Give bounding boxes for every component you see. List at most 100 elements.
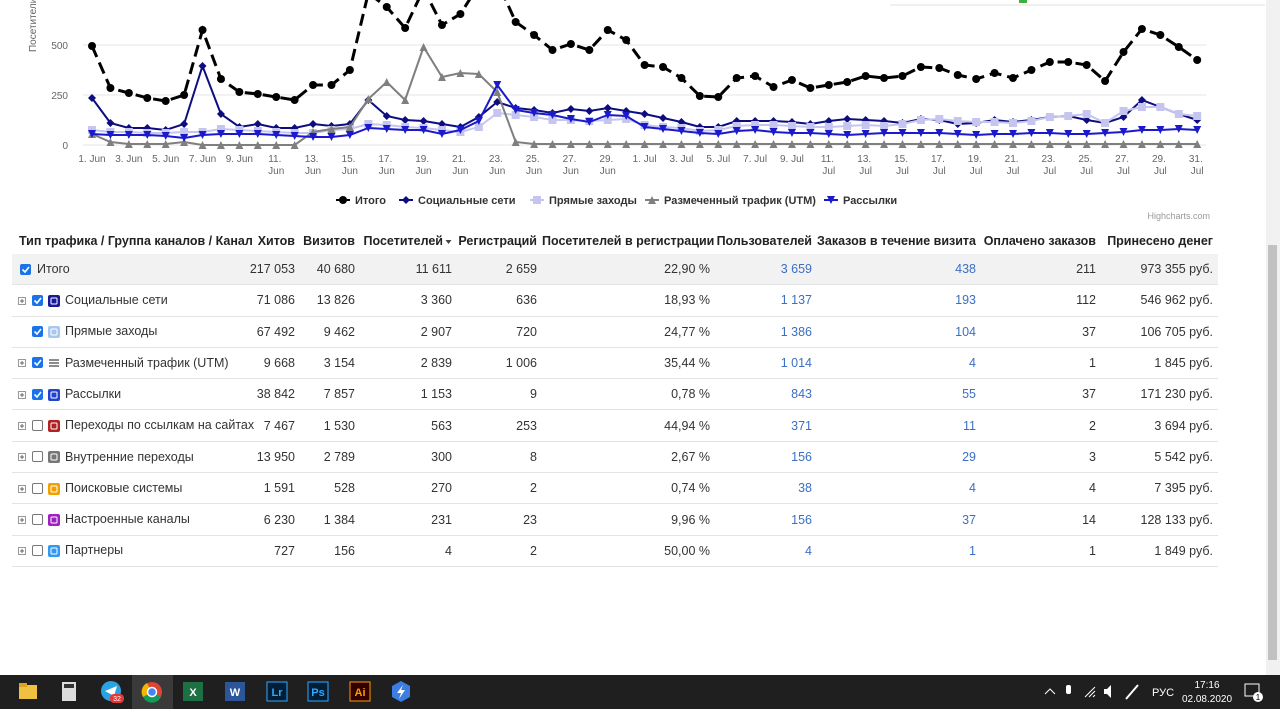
- marker: [419, 43, 428, 51]
- calculator-icon[interactable]: [62, 682, 76, 701]
- telegram-icon[interactable]: [101, 681, 124, 703]
- column-header[interactable]: Посетителей: [360, 228, 457, 254]
- column-header[interactable]: Тип трафика / Группа каналов / Канал: [12, 228, 253, 254]
- illustrator-icon[interactable]: [349, 681, 371, 702]
- column-header[interactable]: Посетителей в регистрации: [542, 228, 715, 254]
- excel-icon[interactable]: [183, 682, 203, 701]
- expand-toggle[interactable]: [18, 484, 26, 493]
- column-header[interactable]: Заказов в течение визита: [817, 228, 981, 254]
- cell-value[interactable]: 156: [791, 449, 812, 464]
- expand-toggle[interactable]: [18, 390, 26, 399]
- notification-icon[interactable]: [1244, 683, 1260, 697]
- volume-icon[interactable]: [1104, 685, 1111, 698]
- cell-value[interactable]: 193: [955, 293, 976, 308]
- cell-value[interactable]: 29: [962, 449, 976, 464]
- lightroom-icon[interactable]: [266, 681, 288, 702]
- checkbox[interactable]: [20, 263, 31, 275]
- checkbox[interactable]: [32, 545, 43, 557]
- marker: [180, 134, 189, 142]
- cell-value[interactable]: 1: [969, 543, 976, 558]
- marker: [695, 129, 704, 137]
- cell-value[interactable]: 371: [791, 418, 812, 433]
- cell-value[interactable]: 4: [969, 481, 976, 496]
- marker: [677, 127, 686, 135]
- column-header[interactable]: Принесено денег: [1101, 228, 1218, 254]
- checkbox[interactable]: [32, 357, 43, 369]
- explorer-icon[interactable]: [19, 683, 37, 699]
- column-header[interactable]: Пользователей: [715, 228, 817, 254]
- checkbox[interactable]: [32, 294, 43, 306]
- column-header[interactable]: Регистраций: [457, 228, 542, 254]
- marker: [1174, 43, 1183, 51]
- cell-value[interactable]: 11: [963, 418, 976, 433]
- cell-value: 211: [1076, 262, 1096, 277]
- expand-toggle[interactable]: [18, 421, 26, 430]
- checkbox[interactable]: [32, 326, 43, 338]
- checkbox[interactable]: [32, 419, 43, 431]
- cell-value[interactable]: 1 014: [780, 356, 812, 371]
- cell-value[interactable]: 3 659: [780, 262, 812, 277]
- marker: [198, 141, 207, 149]
- cell-value[interactable]: 38: [798, 481, 812, 496]
- value-cell: 2: [457, 535, 542, 567]
- expand-plus: [20, 361, 24, 366]
- column-header[interactable]: Оплачено заказов: [981, 228, 1101, 254]
- total-row: Итого 217 053 40 680 11 611 2 659 22,90 % 3 65…: [12, 254, 1218, 286]
- cell-value: 563: [431, 418, 452, 433]
- cell-value[interactable]: 37: [962, 512, 976, 527]
- cell-value: 23: [523, 512, 537, 527]
- cell-value[interactable]: 843: [791, 387, 812, 402]
- tray-arrow[interactable]: [1044, 688, 1056, 695]
- cell-value: 1: [1089, 356, 1096, 371]
- marker: [916, 116, 925, 124]
- marker: [824, 140, 833, 148]
- marker: [1027, 129, 1036, 137]
- cell-value: 40 680: [316, 262, 355, 277]
- marker: [1045, 113, 1054, 121]
- cell-value[interactable]: 1 137: [780, 293, 812, 308]
- chrome-icon[interactable]: [141, 682, 162, 703]
- cell-value: 217 053: [249, 262, 295, 277]
- marker: [603, 116, 612, 124]
- marker: [827, 196, 835, 204]
- marker: [603, 140, 612, 148]
- clock-date[interactable]: 02.08.2020: [1182, 694, 1232, 705]
- checkbox[interactable]: [32, 482, 43, 494]
- column-header[interactable]: Визитов: [300, 228, 360, 254]
- cell-value[interactable]: 4: [805, 543, 812, 558]
- checkbox[interactable]: [32, 513, 43, 525]
- cell-value[interactable]: 1 386: [780, 324, 812, 339]
- checkbox[interactable]: [32, 451, 43, 463]
- cell-value[interactable]: 156: [791, 512, 812, 527]
- column-header[interactable]: Хитов: [245, 228, 300, 254]
- checkbox[interactable]: [32, 388, 43, 400]
- expand-toggle[interactable]: [18, 296, 26, 305]
- cell-value[interactable]: 55: [962, 387, 976, 402]
- network-icon[interactable]: [1084, 686, 1096, 698]
- cell-value: 22,90 %: [664, 262, 710, 277]
- clock-time[interactable]: 17:16: [1194, 680, 1219, 691]
- mic-icon[interactable]: [1066, 685, 1071, 694]
- marker: [898, 140, 907, 148]
- marker: [640, 123, 649, 131]
- language[interactable]: РУС: [1152, 687, 1174, 699]
- cell-value[interactable]: 438: [955, 262, 976, 277]
- app-icon[interactable]: [392, 681, 410, 702]
- channel-cell: Настроенные каналы: [12, 503, 245, 536]
- expand-toggle[interactable]: [18, 515, 26, 524]
- word-icon[interactable]: [225, 682, 245, 701]
- scrollbar-thumb[interactable]: [1268, 245, 1277, 660]
- cell-value[interactable]: 104: [955, 324, 976, 339]
- value-cell: 13 826: [300, 284, 360, 317]
- expand-toggle[interactable]: [18, 547, 26, 556]
- expand-toggle[interactable]: [18, 453, 26, 462]
- cell-value[interactable]: 4: [969, 356, 976, 371]
- cell-value: 44,94 %: [664, 418, 710, 433]
- cell-value: 50,00 %: [664, 543, 710, 558]
- pen-icon[interactable]: [1125, 684, 1139, 700]
- expand-toggle[interactable]: [18, 359, 26, 368]
- channel-name: Переходы по ссылкам на сайтах: [65, 418, 255, 433]
- marker: [364, 95, 373, 103]
- photoshop-icon[interactable]: [307, 681, 329, 702]
- value-cell: 546 962 руб.: [1101, 284, 1218, 317]
